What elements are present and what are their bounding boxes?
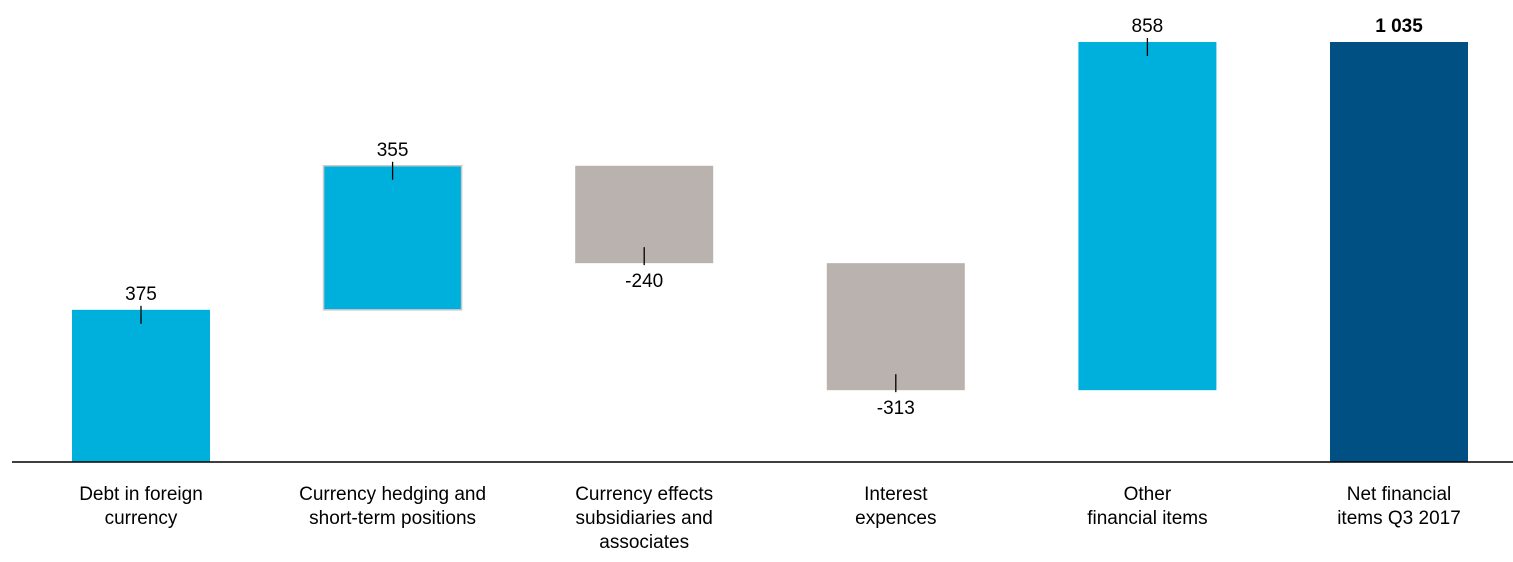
bar-2 bbox=[322, 165, 463, 311]
category-label-line: Currency hedging and bbox=[299, 484, 486, 505]
value-label-5: 858 bbox=[1132, 16, 1164, 37]
value-label-3: -240 bbox=[625, 271, 663, 292]
bar-3 bbox=[575, 165, 714, 264]
category-label-line: subsidiaries and bbox=[576, 508, 713, 529]
category-label-line: short-term positions bbox=[309, 508, 476, 529]
value-label-6: 1 035 bbox=[1375, 16, 1423, 37]
category-label-line: expences bbox=[855, 508, 936, 529]
value-label-1: 375 bbox=[125, 284, 157, 305]
category-label-line: associates bbox=[599, 532, 689, 553]
category-label-6: Net financial items Q3 2017 bbox=[1337, 484, 1461, 529]
bar-4 bbox=[826, 263, 965, 391]
category-label-5: Other financial items bbox=[1087, 484, 1207, 529]
labels-group: 375 Debt in foreign currency 355 Currency he… bbox=[79, 16, 1461, 553]
category-label-3: Currency effects subsidiaries and associat… bbox=[575, 484, 713, 553]
bar-6 bbox=[1330, 42, 1468, 462]
category-label-line: financial items bbox=[1087, 508, 1207, 529]
category-label-line: Other bbox=[1124, 484, 1172, 505]
category-label-line: Debt in foreign bbox=[79, 484, 203, 505]
category-label-1: Debt in foreign currency bbox=[79, 484, 203, 529]
category-label-2: Currency hedging and short-term positions bbox=[299, 484, 486, 529]
category-label-line: Interest bbox=[864, 484, 928, 505]
category-label-line: Net financial bbox=[1347, 484, 1452, 505]
bar-5 bbox=[1078, 42, 1217, 391]
category-label-line: Currency effects bbox=[575, 484, 713, 505]
bars-group bbox=[72, 42, 1468, 462]
value-label-4: -313 bbox=[877, 398, 915, 419]
category-label-4: Interest expences bbox=[855, 484, 936, 529]
bar-1 bbox=[72, 309, 210, 462]
category-label-line: currency bbox=[105, 508, 178, 529]
value-label-2: 355 bbox=[377, 140, 409, 161]
category-label-line: items Q3 2017 bbox=[1337, 508, 1461, 529]
